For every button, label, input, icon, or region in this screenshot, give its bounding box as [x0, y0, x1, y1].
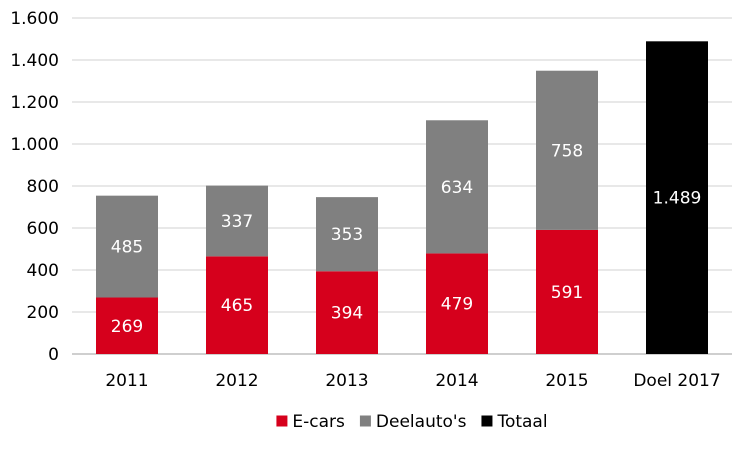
legend-swatch-e-cars: [276, 415, 288, 427]
data-label: 758: [551, 141, 583, 161]
bar-totaal-doel-2017: [646, 41, 708, 355]
x-tick-label: Doel 2017: [633, 371, 720, 391]
bars: [96, 41, 708, 355]
data-label: 485: [111, 238, 143, 258]
bar-deelauto-s-2011: [96, 195, 158, 298]
data-label: 479: [441, 295, 473, 315]
bar-e-cars-2015: [536, 229, 598, 354]
y-axis-tick-labels: 0 200 400 600 800 1.000 1.200 1.400 1.600: [10, 9, 59, 365]
data-label: 465: [221, 296, 253, 316]
x-tick-label: 2011: [105, 371, 148, 391]
y-tick-label: 200: [27, 303, 59, 323]
bar-deelauto-s-2013: [316, 197, 378, 272]
data-label: 1.489: [653, 189, 702, 209]
bar-deelauto-s-2014: [426, 120, 488, 254]
y-tick-label: 1.600: [10, 9, 59, 29]
legend-label-e-cars: E-cars: [292, 412, 345, 432]
bar-deelauto-s-2015: [536, 70, 598, 230]
legend: E-cars Deelauto's Totaal: [276, 412, 548, 432]
data-label: 634: [441, 178, 473, 198]
bar-e-cars-2012: [206, 256, 268, 354]
data-label: 337: [221, 212, 253, 232]
x-tick-label: 2015: [545, 371, 588, 391]
y-tick-label: 1.400: [10, 51, 59, 71]
data-label: 353: [331, 225, 363, 245]
legend-label-deelauto-s: Deelauto's: [376, 412, 467, 432]
data-label: 394: [331, 304, 363, 324]
legend-swatch-deelauto-s: [359, 415, 371, 427]
y-tick-label: 400: [27, 261, 59, 281]
y-tick-label: 600: [27, 219, 59, 239]
x-axis-tick-labels: 2011 2012 2013 2014 2015 Doel 2017: [105, 371, 720, 391]
bar-e-cars-2013: [316, 271, 378, 354]
data-label: 591: [551, 283, 583, 303]
y-tick-label: 800: [27, 177, 59, 197]
x-tick-label: 2012: [215, 371, 258, 391]
data-label: 269: [111, 317, 143, 337]
legend-label-totaal: Totaal: [496, 412, 547, 432]
data-labels: 269 485 465 337 394 353 479 634 591 758 1.489: [111, 141, 702, 336]
legend-swatch-totaal: [481, 415, 493, 427]
x-tick-label: 2013: [325, 371, 368, 391]
x-tick-label: 2014: [435, 371, 478, 391]
gridlines: [72, 17, 732, 313]
y-tick-label: 1.200: [10, 93, 59, 113]
y-tick-label: 0: [48, 345, 59, 365]
bar-deelauto-s-2012: [206, 185, 268, 257]
bar-e-cars-2014: [426, 253, 488, 354]
y-tick-label: 1.000: [10, 135, 59, 155]
bar-e-cars-2011: [96, 297, 158, 354]
